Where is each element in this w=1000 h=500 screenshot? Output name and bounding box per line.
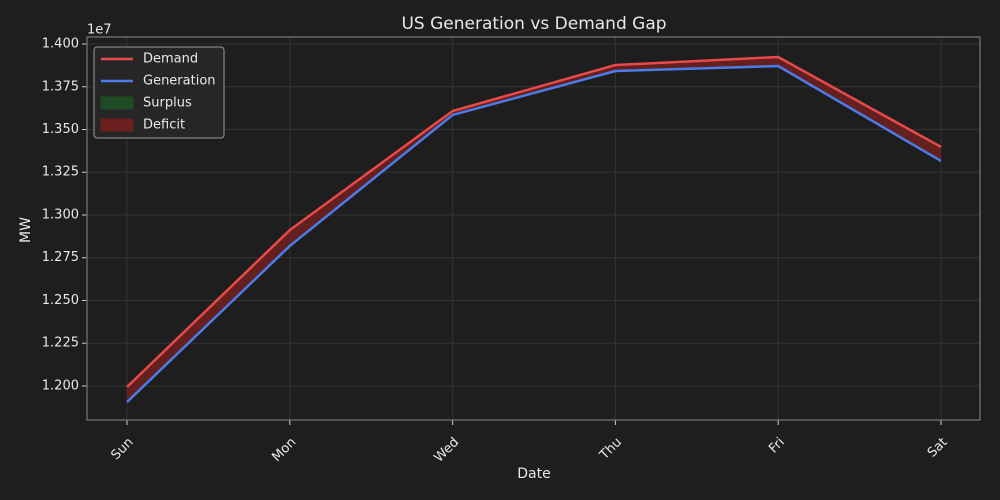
legend: Demand Generation Surplus Deficit [93, 46, 225, 139]
legend-label: Generation [143, 74, 216, 89]
line [126, 55, 942, 388]
legend-swatch [100, 96, 134, 110]
chart-title: US Generation vs Demand Gap [401, 14, 666, 34]
legend-swatch [100, 118, 134, 132]
legend-label: Deficit [143, 118, 185, 133]
y-tick-label: 1.275 [42, 250, 79, 265]
y-tick-label: 1.250 [42, 293, 79, 308]
y-tick-label: 1.375 [42, 79, 79, 94]
y-tick-label: 1.300 [42, 207, 79, 222]
y-tick-label: 1.400 [42, 37, 79, 52]
deficit-area [778, 57, 941, 161]
legend-box [93, 46, 225, 139]
line [126, 64, 942, 403]
y-tick-label: 1.225 [42, 336, 79, 351]
y-multiplier: 1e7 [87, 23, 112, 38]
plot-area [87, 37, 980, 420]
y-axis-label: MW [18, 217, 34, 243]
legend-label: Surplus [143, 96, 192, 111]
plot-border [86, 36, 981, 421]
deficit-area [127, 230, 290, 403]
deficit-area [615, 57, 779, 72]
y-tick-label: 1.350 [42, 122, 79, 137]
x-axis-label: Date [517, 466, 550, 482]
legend-label: Demand [143, 52, 198, 67]
y-tick-label: 1.325 [42, 165, 79, 180]
y-tick-label: 1.200 [42, 378, 79, 393]
